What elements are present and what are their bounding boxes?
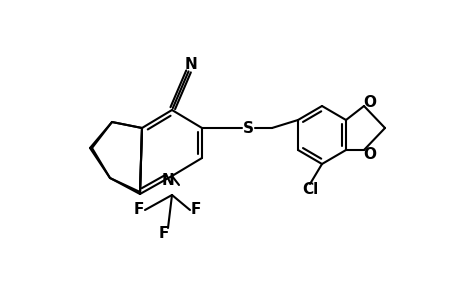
Text: Cl: Cl xyxy=(301,182,318,197)
Text: F: F xyxy=(190,202,201,217)
Text: N: N xyxy=(161,172,174,188)
Text: F: F xyxy=(134,202,144,217)
Text: O: O xyxy=(363,146,375,161)
Text: S: S xyxy=(242,121,253,136)
Text: N: N xyxy=(185,58,197,73)
Text: O: O xyxy=(363,94,375,110)
Text: F: F xyxy=(158,226,169,242)
